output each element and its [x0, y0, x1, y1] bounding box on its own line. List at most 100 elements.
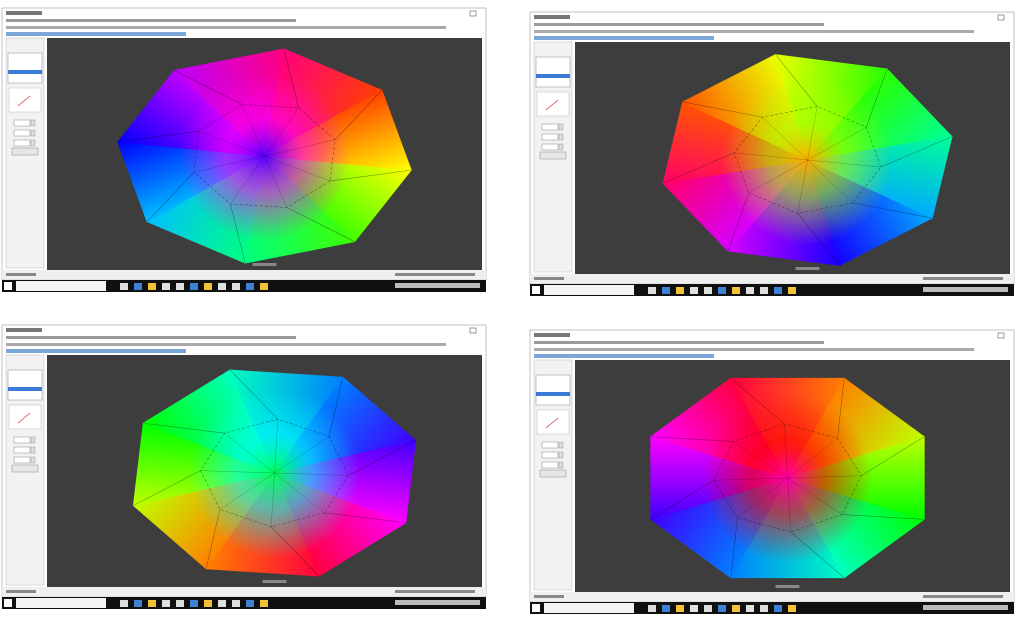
window-close[interactable]	[997, 14, 1005, 21]
taskbar-icon[interactable]	[260, 283, 268, 290]
list-selection[interactable]	[8, 70, 42, 74]
mesh-edge	[650, 480, 714, 520]
spin-input[interactable]	[13, 119, 31, 127]
taskbar-icon[interactable]	[134, 283, 142, 290]
window-close[interactable]	[469, 10, 477, 17]
taskbar-icon[interactable]	[704, 605, 712, 612]
taskbar-icon[interactable]	[704, 287, 712, 294]
taskbar-icon[interactable]	[260, 600, 268, 607]
taskbar-icon[interactable]	[676, 287, 684, 294]
spin-button[interactable]	[558, 143, 564, 151]
list-selection[interactable]	[8, 387, 42, 391]
spin-button[interactable]	[558, 451, 564, 459]
taskbar-icon[interactable]	[120, 283, 128, 290]
mesh-edge	[219, 472, 275, 510]
taskbar-icon[interactable]	[204, 600, 212, 607]
apply-button[interactable]	[539, 469, 567, 478]
taskbar-icon[interactable]	[676, 605, 684, 612]
taskbar-icon[interactable]	[690, 287, 698, 294]
taskbar-icon[interactable]	[662, 287, 670, 294]
apply-button[interactable]	[539, 151, 567, 160]
spin-button[interactable]	[558, 441, 564, 449]
start-button[interactable]	[4, 599, 12, 607]
start-button[interactable]	[4, 282, 12, 290]
taskbar-icon[interactable]	[190, 283, 198, 290]
taskbar-icon[interactable]	[218, 283, 226, 290]
apply-button[interactable]	[11, 147, 39, 156]
spin-input[interactable]	[13, 456, 31, 464]
spin-input[interactable]	[541, 461, 559, 469]
taskbar-icon[interactable]	[648, 287, 656, 294]
taskbar-icon[interactable]	[760, 287, 768, 294]
taskbar-icon[interactable]	[718, 605, 726, 612]
taskbar-icon[interactable]	[148, 600, 156, 607]
taskbar-icon[interactable]	[746, 287, 754, 294]
taskbar-icon[interactable]	[246, 283, 254, 290]
start-button[interactable]	[532, 286, 540, 294]
search-box[interactable]	[16, 598, 106, 608]
taskbar-icon[interactable]	[774, 287, 782, 294]
spin-button[interactable]	[558, 123, 564, 131]
taskbar-icon[interactable]	[232, 283, 240, 290]
taskbar-icon[interactable]	[774, 605, 782, 612]
spin-button[interactable]	[30, 456, 36, 464]
taskbar-icon[interactable]	[120, 600, 128, 607]
mesh-edge	[865, 68, 888, 128]
taskbar-icon[interactable]	[732, 605, 740, 612]
spin-input[interactable]	[13, 436, 31, 444]
taskbar-icon[interactable]	[134, 600, 142, 607]
spin-button[interactable]	[30, 436, 36, 444]
window-close[interactable]	[469, 327, 477, 334]
mesh-edge	[270, 526, 320, 577]
window-close[interactable]	[997, 332, 1005, 339]
taskbar-icon[interactable]	[162, 283, 170, 290]
taskbar-icon[interactable]	[148, 283, 156, 290]
spin-button[interactable]	[30, 446, 36, 454]
taskbar-icon[interactable]	[246, 600, 254, 607]
taskbar-icon[interactable]	[190, 600, 198, 607]
taskbar-icon[interactable]	[760, 605, 768, 612]
spin-button[interactable]	[30, 119, 36, 127]
mesh-edge	[732, 441, 788, 479]
taskbar-icon[interactable]	[746, 605, 754, 612]
spin-input[interactable]	[541, 123, 559, 131]
taskbar-icon[interactable]	[732, 287, 740, 294]
preview-axis	[17, 412, 31, 424]
spin-button[interactable]	[558, 133, 564, 141]
spin-input[interactable]	[13, 446, 31, 454]
taskbar-icon[interactable]	[162, 600, 170, 607]
taskbar-icon[interactable]	[232, 600, 240, 607]
taskbar-icon[interactable]	[648, 605, 656, 612]
taskbar-icon[interactable]	[690, 605, 698, 612]
taskbar-icon[interactable]	[176, 283, 184, 290]
taskbar-icon[interactable]	[788, 287, 796, 294]
taskbar-icon[interactable]	[176, 600, 184, 607]
spin-button[interactable]	[558, 461, 564, 469]
spin-input[interactable]	[541, 143, 559, 151]
list-selection[interactable]	[536, 74, 570, 78]
spin-input[interactable]	[541, 441, 559, 449]
taskbar-icon[interactable]	[718, 287, 726, 294]
status-text	[6, 590, 36, 593]
list-selection[interactable]	[536, 392, 570, 396]
search-box[interactable]	[544, 285, 634, 295]
taskbar-icon[interactable]	[662, 605, 670, 612]
search-box[interactable]	[16, 281, 106, 291]
taskbar-icon[interactable]	[204, 283, 212, 290]
start-button[interactable]	[532, 604, 540, 612]
mesh	[116, 48, 413, 264]
mesh-edge	[784, 424, 788, 479]
viewport-caption	[775, 585, 800, 588]
spin-input[interactable]	[541, 451, 559, 459]
spin-button[interactable]	[30, 129, 36, 137]
spin-input[interactable]	[13, 129, 31, 137]
mesh-edge	[730, 377, 785, 425]
spin-input[interactable]	[13, 139, 31, 147]
taskbar-icon[interactable]	[218, 600, 226, 607]
mesh-edge	[274, 472, 349, 476]
spin-button[interactable]	[30, 139, 36, 147]
search-box[interactable]	[544, 603, 634, 613]
taskbar-icon[interactable]	[788, 605, 796, 612]
spin-input[interactable]	[541, 133, 559, 141]
apply-button[interactable]	[11, 464, 39, 473]
